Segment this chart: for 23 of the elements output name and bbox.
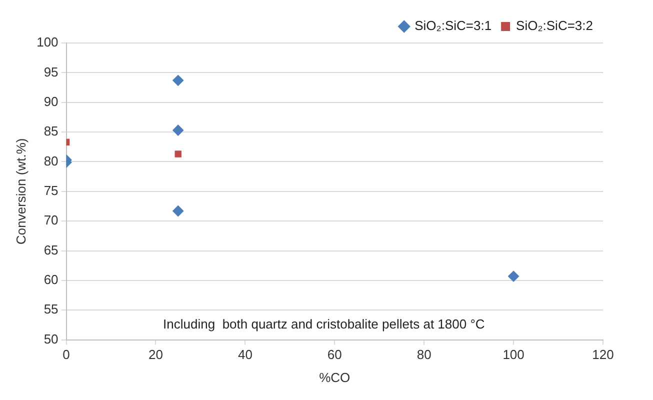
y-tick-label: 85 (44, 124, 58, 139)
x-tick-label: 100 (502, 347, 524, 362)
x-tick-label: 40 (238, 347, 252, 362)
y-tick-label: 65 (44, 242, 58, 258)
x-tick-label: 120 (592, 347, 614, 362)
y-tick-label: 55 (44, 302, 58, 317)
x-tick-label: 0 (62, 347, 70, 362)
y-tick-label: 80 (44, 153, 58, 168)
legend-label: SiO₂:SiC=3:1 (414, 18, 492, 34)
legend-label: SiO₂:SiC=3:2 (516, 18, 594, 34)
y-tick-label: 95 (44, 64, 58, 80)
y-tick-label: 75 (44, 182, 58, 198)
y-tick-label: 100 (36, 34, 58, 50)
y-tick-label: 60 (44, 272, 58, 288)
x-axis-title: %CO (319, 370, 350, 385)
y-tick-label: 50 (44, 331, 58, 346)
annotation: Including both quartz and cristobalite pellets at 1800 °C (163, 316, 485, 332)
x-tick-label: 80 (416, 347, 432, 362)
y-tick-label: 90 (44, 94, 58, 109)
x-tick-label: 60 (327, 347, 342, 362)
x-tick-label: 20 (148, 347, 163, 362)
y-axis-title: Conversion (wt.%) (13, 138, 28, 244)
y-tick-label: 70 (44, 212, 58, 228)
